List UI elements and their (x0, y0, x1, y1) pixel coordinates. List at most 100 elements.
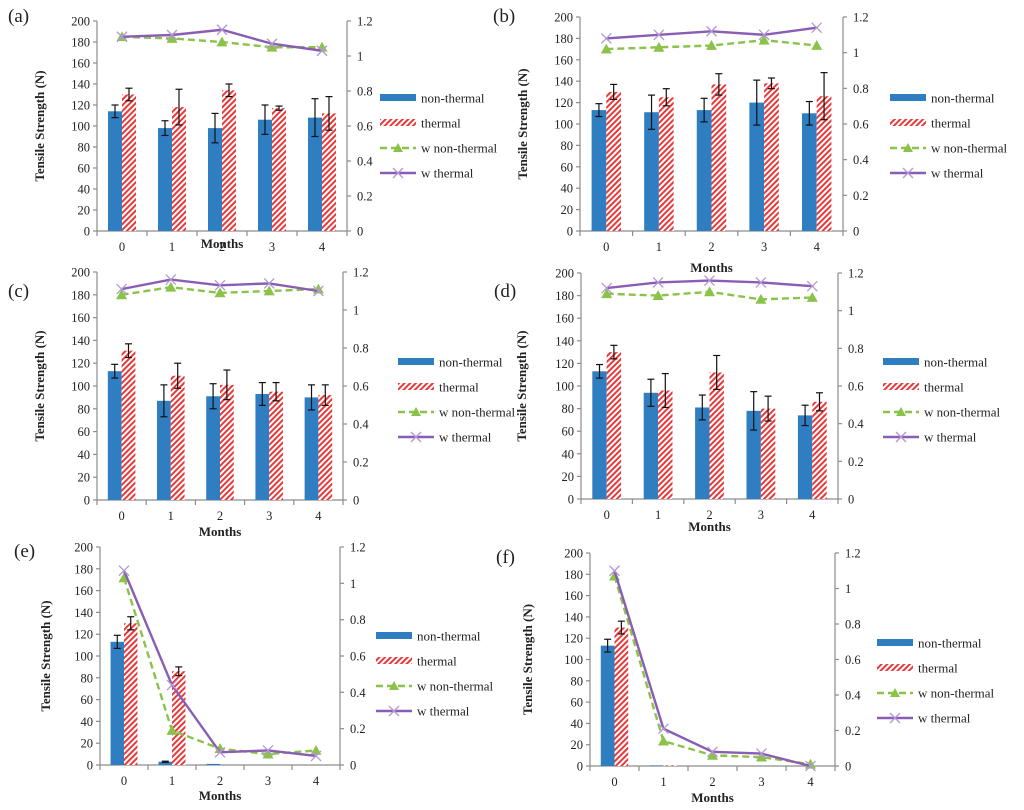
x-tick-label: 1 (168, 509, 174, 523)
legend-label: w non-thermal (421, 141, 498, 156)
legend-label: w non-thermal (439, 405, 516, 420)
y2-tick-label: 0.8 (353, 342, 369, 356)
x-tick-label: 4 (319, 240, 326, 254)
y2-tick-label: 0.2 (350, 722, 366, 736)
legend-label: thermal (918, 661, 958, 676)
x-marker (310, 750, 322, 762)
y-tick-label: 160 (71, 311, 90, 325)
legend-label: w thermal (421, 166, 474, 181)
y-tick-label: 100 (554, 118, 573, 132)
x-marker (266, 38, 278, 50)
legend-swatch-non-thermal (380, 94, 416, 101)
bar-non-thermal (696, 110, 712, 231)
y-tick-label: 60 (571, 696, 584, 710)
y2-tick-label: 1.2 (848, 267, 864, 281)
legend-label: non-thermal (931, 91, 995, 106)
x-tick-label: 1 (169, 774, 175, 788)
triangle-marker (658, 735, 669, 746)
y2-tick-label: 0.8 (853, 82, 869, 96)
bar-thermal (663, 765, 678, 766)
panel-label: (f) (496, 547, 515, 568)
y-tick-label: 100 (71, 120, 90, 134)
bar-thermal (318, 395, 333, 500)
y2-tick-label: 0.4 (853, 153, 869, 167)
x-tick-label: 2 (706, 508, 712, 522)
bar-non-thermal (591, 110, 607, 231)
y-tick-label: 120 (71, 99, 90, 113)
x-marker (704, 275, 715, 286)
y2-tick-label: 0.2 (353, 456, 369, 470)
y-tick-label: 20 (78, 204, 91, 218)
panel-f: (f)02040608010012014016018020000.20.40.6… (496, 547, 995, 806)
x-tick-label: 1 (655, 508, 661, 522)
y2-tick-label: 0 (848, 493, 854, 507)
y2-tick-label: 0.8 (350, 613, 366, 627)
x-tick-label: 3 (269, 240, 275, 254)
x-marker (902, 167, 914, 179)
x-marker (758, 29, 770, 41)
x-marker (410, 431, 422, 443)
bar-thermal (658, 97, 674, 231)
x-tick-label: 2 (217, 509, 223, 523)
x-marker (116, 31, 128, 43)
y-axis-title: Tensile Strength (N) (520, 604, 535, 715)
bar-non-thermal (107, 371, 122, 500)
bar-non-thermal (308, 117, 322, 231)
y-tick-label: 100 (74, 650, 93, 664)
triangle-marker (805, 758, 816, 769)
x-tick-label: 0 (119, 240, 125, 254)
bar-thermal (122, 94, 136, 231)
x-tick-label: 1 (660, 775, 666, 789)
y-tick-label: 160 (555, 312, 574, 326)
x-tick-label: 3 (265, 774, 271, 788)
y-tick-label: 140 (71, 334, 90, 348)
y2-tick-label: 1.2 (353, 266, 369, 280)
triangle-marker (755, 293, 767, 304)
x-marker (216, 24, 228, 36)
bar-non-thermal (208, 128, 222, 231)
x-axis-title: Months (199, 524, 242, 539)
y2-tick-label: 1 (845, 582, 851, 596)
x-marker (316, 45, 328, 57)
legend: non-thermal thermal w non-thermal w thermal (398, 355, 516, 445)
panel-label: (e) (14, 541, 35, 562)
triangle-marker (653, 41, 665, 52)
triangle-marker (166, 33, 178, 43)
y2-tick-label: 0.2 (357, 190, 373, 204)
legend-label: thermal (417, 654, 457, 669)
legend-label: non-thermal (421, 91, 485, 106)
y-tick-label: 20 (561, 203, 574, 217)
triangle-marker (166, 724, 178, 735)
y2-tick-label: 0.6 (848, 380, 864, 394)
x-marker (811, 22, 823, 34)
y-tick-label: 160 (74, 584, 93, 598)
panel-a: (a)02040608010012014016018020000.20.40.6… (8, 6, 498, 254)
y2-tick-label: 0.4 (357, 155, 373, 169)
bar-non-thermal (592, 371, 607, 499)
x-tick-label: 0 (603, 240, 609, 254)
y2-tick-label: 1.2 (845, 547, 861, 561)
y-tick-label: 40 (81, 715, 94, 729)
legend-label: w non-thermal (417, 679, 494, 694)
bar-non-thermal (644, 112, 659, 231)
y2-tick-label: 0.6 (350, 650, 366, 664)
x-marker (601, 282, 613, 294)
x-marker (312, 285, 324, 297)
legend-swatch-non-thermal (890, 94, 926, 101)
y-tick-label: 60 (78, 425, 91, 439)
bar-non-thermal (158, 128, 172, 231)
y-axis-title: Tensile Strength (N) (32, 70, 47, 181)
x-marker (805, 760, 816, 772)
bar-non-thermal (801, 113, 817, 231)
legend-swatch-thermal (883, 383, 919, 390)
y-tick-label: 80 (561, 139, 574, 153)
line-w-thermal (613, 570, 811, 768)
bar-thermal (614, 627, 629, 766)
triangle-marker (896, 407, 906, 416)
bar-non-thermal (206, 763, 220, 765)
y2-tick-label: 0.8 (848, 342, 864, 356)
y-tick-label: 40 (562, 447, 575, 461)
y2-tick-label: 0 (357, 225, 363, 239)
bar-non-thermal (206, 396, 220, 500)
x-marker (755, 276, 767, 288)
